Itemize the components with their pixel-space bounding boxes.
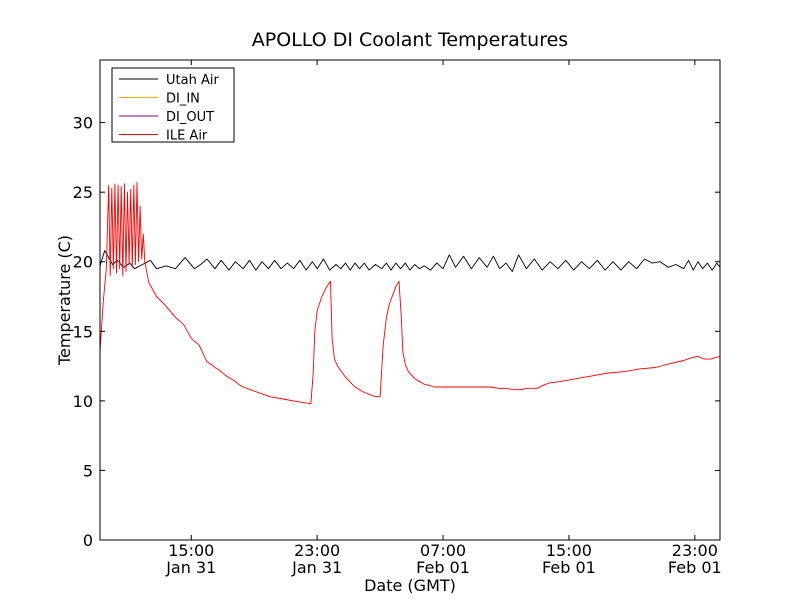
- x-tick-time-label: 15:00: [546, 541, 592, 560]
- legend-label-ile-air: ILE Air: [166, 129, 208, 144]
- y-tick-label: 0: [83, 531, 93, 550]
- x-tick-time-label: 15:00: [168, 541, 214, 560]
- y-tick-label: 20: [73, 253, 93, 272]
- y-tick-label: 15: [73, 322, 93, 341]
- legend-label-di-out: DI_OUT: [166, 110, 214, 125]
- x-tick-time-label: 23:00: [294, 541, 340, 560]
- y-tick-label: 30: [73, 114, 93, 133]
- x-tick-time-label: 23:00: [672, 541, 718, 560]
- x-tick-date-label: Feb 01: [668, 558, 722, 577]
- chart-title: APOLLO DI Coolant Temperatures: [252, 29, 568, 51]
- y-tick-label: 25: [73, 183, 93, 202]
- x-axis-title: Date (GMT): [364, 576, 456, 595]
- x-tick-time-label: 07:00: [420, 541, 466, 560]
- x-tick-date-label: Feb 01: [542, 558, 596, 577]
- legend-label-utah-air: Utah Air: [166, 73, 219, 88]
- plot-frame: [99, 59, 721, 541]
- x-tick-date-label: Feb 01: [416, 558, 470, 577]
- y-axis-title: Temperature (C): [55, 235, 74, 366]
- y-axis: 0 5 10 15 20 25 30: [73, 114, 720, 550]
- series-line-ile-air: [99, 181, 721, 405]
- legend-box: [111, 67, 235, 143]
- series-layer: [99, 181, 721, 405]
- series-line-utah-air: [99, 250, 721, 272]
- x-tick-date-label: Jan 31: [291, 558, 342, 577]
- legend: Utah Air DI_IN DI_OUT ILE Air: [111, 67, 235, 144]
- y-tick-label: 10: [73, 392, 93, 411]
- y-tick-label: 5: [83, 461, 93, 480]
- legend-label-di-in: DI_IN: [166, 92, 200, 107]
- x-tick-date-label: Jan 31: [165, 558, 216, 577]
